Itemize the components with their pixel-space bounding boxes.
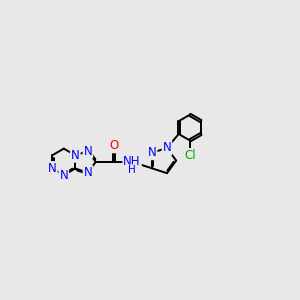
Text: N: N [83,145,92,158]
Text: NH: NH [123,155,141,168]
Text: N: N [48,162,57,175]
Text: H: H [128,165,136,175]
Text: O: O [109,139,119,152]
Text: N: N [59,169,68,182]
Text: N: N [83,166,92,179]
Text: N: N [148,146,157,159]
Text: Cl: Cl [184,149,196,162]
Text: N: N [71,149,80,162]
Text: N: N [163,141,171,154]
